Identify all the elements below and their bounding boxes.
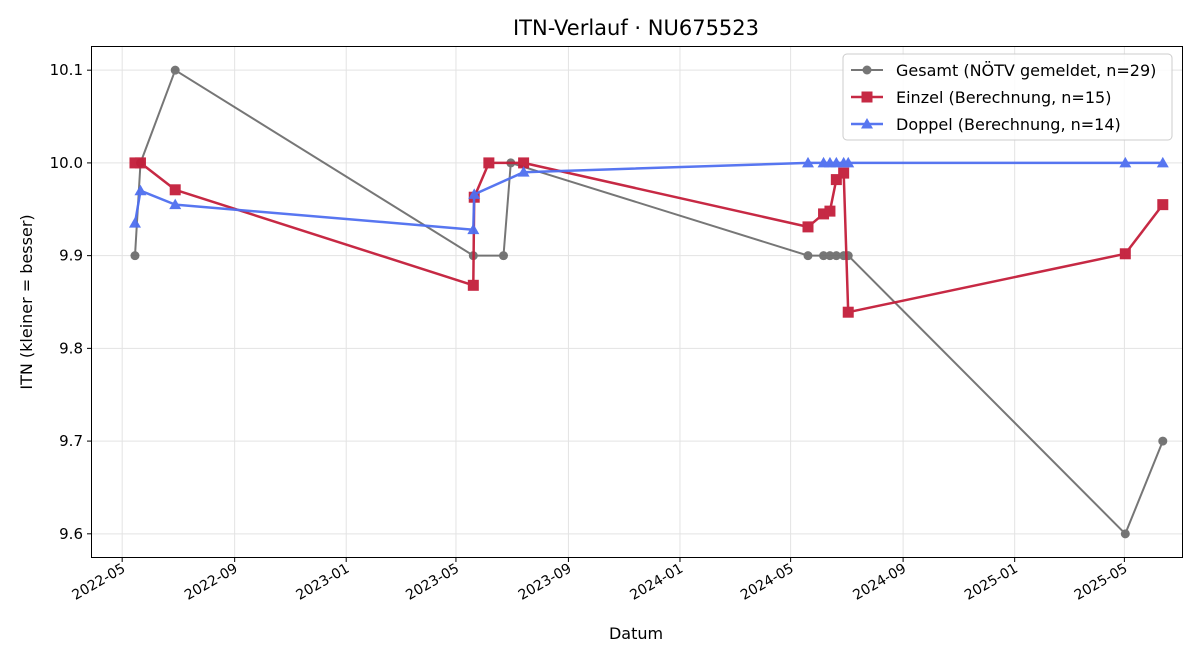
x-tick-label: 2025-05 (1072, 561, 1131, 604)
data-point (134, 157, 146, 169)
data-point (169, 184, 181, 196)
y-tick-label: 10.1 (50, 61, 83, 79)
grid (92, 47, 1182, 557)
legend-item (851, 91, 883, 103)
data-point (825, 251, 835, 261)
data-point (824, 205, 836, 217)
y-tick-label: 10.0 (50, 154, 83, 172)
data-point (483, 157, 495, 169)
data-point (128, 217, 141, 228)
data-point (169, 198, 182, 210)
x-tick-label: 2025-01 (962, 561, 1021, 604)
legend-item (851, 118, 883, 129)
y-tick-label: 9.9 (59, 247, 83, 265)
data-point (170, 65, 180, 75)
chart-title: ITN-Verlauf · NU675523 (513, 16, 759, 40)
data-point (802, 221, 814, 233)
series-line (135, 161, 1164, 314)
data-point (801, 156, 814, 168)
x-tick-label: 2023-05 (403, 561, 462, 604)
data-point (134, 184, 147, 196)
data-point (830, 174, 842, 186)
legend-marker (861, 118, 873, 129)
y-tick-label: 9.7 (59, 432, 83, 450)
data-point (130, 251, 140, 261)
data-point (1157, 199, 1169, 211)
data-point (1119, 248, 1131, 260)
x-tick-label: 2024-05 (738, 561, 797, 604)
data-point (468, 188, 481, 199)
data-point (803, 251, 813, 261)
data-point (518, 157, 530, 169)
y-axis: 9.6 9.7 9.8 9.9 10.0 10.1 (50, 61, 92, 543)
data-point (819, 251, 829, 261)
legend-label: Gesamt (NÖTV gemeldet, n=29) (896, 61, 1156, 80)
x-tick-label: 2022-09 (182, 561, 241, 604)
legend: Gesamt (NÖTV gemeldet, n=29) Einzel (Bere… (842, 53, 1173, 141)
legend-marker (861, 91, 873, 103)
data-point (1120, 529, 1130, 539)
legend-item (851, 65, 883, 75)
data-point (1119, 156, 1132, 168)
x-tick-label: 2024-01 (627, 561, 686, 604)
legend-frame (842, 53, 1173, 141)
data-point (838, 167, 850, 179)
series-square (129, 157, 1169, 318)
legend-marker (862, 65, 872, 75)
data-point (842, 156, 855, 168)
series-triangle (128, 156, 1169, 235)
data-point (517, 166, 530, 177)
data-point (1158, 436, 1168, 446)
data-point (818, 208, 830, 220)
x-axis: 2022-05 2022-09 2023-01 2023-05 2023-09 2024-… (70, 557, 1131, 604)
data-point (467, 223, 480, 235)
y-tick-label: 9.8 (59, 339, 83, 357)
data-point (831, 251, 841, 261)
x-axis-label: Datum (609, 624, 663, 643)
series-layer (128, 65, 1169, 539)
y-axis-label: ITN (kleiner = besser) (17, 214, 36, 389)
legend-label: Einzel (Berechnung, n=15) (896, 88, 1111, 107)
x-tick-label: 2023-01 (294, 561, 353, 604)
x-tick-label: 2024-09 (850, 561, 909, 604)
series-line (133, 161, 1163, 231)
data-point (467, 279, 479, 291)
data-point (1156, 156, 1169, 168)
data-point (842, 306, 854, 318)
x-tick-label: 2023-09 (516, 561, 575, 604)
x-tick-label: 2022-05 (70, 561, 129, 604)
legend-label: Doppel (Berechnung, n=14) (896, 115, 1121, 134)
plot-area-frame (91, 46, 1183, 558)
y-tick-label: 9.6 (59, 525, 83, 543)
data-point (498, 251, 508, 261)
